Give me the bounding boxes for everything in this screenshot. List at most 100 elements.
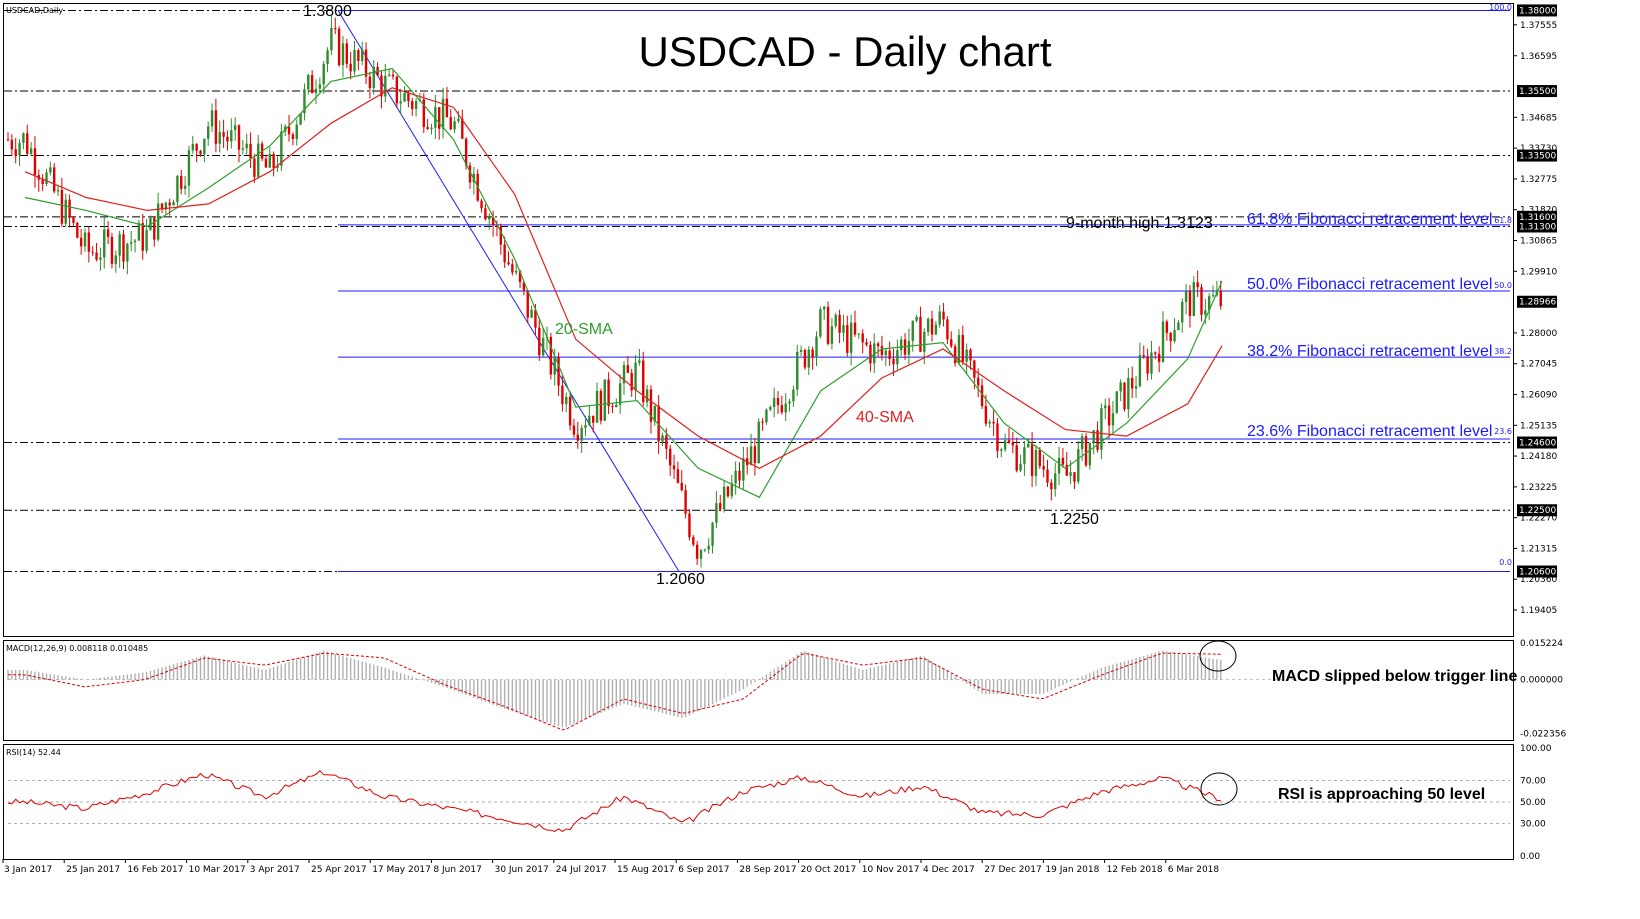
candle-down (264, 158, 268, 168)
candle-down (180, 176, 183, 189)
candle-up (276, 165, 279, 168)
candle-up (83, 232, 87, 247)
candle-down (942, 311, 945, 320)
candle-up (488, 217, 491, 220)
candle-up (1111, 413, 1115, 426)
candle-up (241, 148, 245, 150)
price-axis: 1.37555 1.36595 1.34685 1.33730 1.32775 1.318… (1513, 21, 1557, 616)
candle-up (934, 324, 938, 335)
candle-up (1054, 473, 1057, 490)
candle-up (711, 522, 714, 546)
candle-up (453, 121, 456, 130)
candle-up (341, 43, 345, 66)
sma-40-line (24, 87, 1223, 469)
candle-down (753, 446, 757, 464)
candle-down (726, 486, 730, 497)
candle-up (191, 144, 194, 151)
candle-down (511, 264, 514, 273)
candle-up (176, 176, 179, 203)
price-tag-box (1517, 295, 1557, 308)
price-tag-label: 1.28966 (1519, 298, 1556, 308)
candle-up (1092, 430, 1095, 443)
candle-down (110, 236, 114, 264)
date-tick-label: 10 Nov 2017 (862, 865, 920, 875)
candle-down (776, 397, 780, 406)
candle-down (141, 223, 144, 251)
candle-up (926, 318, 930, 332)
candle-up (1034, 449, 1038, 476)
candle-down (738, 470, 741, 481)
candle-up (99, 257, 102, 260)
candle-down (1154, 352, 1157, 354)
date-tick-label: 6 Mar 2018 (1168, 865, 1220, 875)
fib-label-23-6: 23.6% Fibonacci retracement level (1247, 423, 1492, 440)
candle-down (491, 217, 495, 226)
candle-up (1173, 330, 1176, 342)
price-tick-label: 1.30865 (1520, 237, 1557, 247)
candle-up (303, 89, 306, 114)
candle-down (876, 343, 880, 347)
candle-up (634, 362, 637, 391)
candle-down (461, 118, 464, 139)
chart-title: USDCAD - Daily chart (638, 28, 1051, 75)
candle-down (426, 127, 429, 129)
candle-down (1142, 355, 1145, 357)
rsi-tick-label: 100.00 (1520, 744, 1552, 754)
candle-up (884, 350, 887, 356)
candle-up (1177, 322, 1180, 331)
candle-up (1104, 405, 1107, 409)
candle-up (911, 320, 914, 341)
macd-highlight-circle (1199, 640, 1237, 672)
candle-up (834, 314, 837, 327)
candle-up (1181, 301, 1184, 323)
rsi-panel-frame (3, 744, 1514, 860)
candle-up (799, 350, 803, 352)
candle-down (684, 490, 687, 514)
candle-up (233, 125, 237, 131)
macd-tick-label: 0.015224 (1520, 639, 1563, 649)
candle-down (838, 314, 841, 333)
price-tag-label: 1.31600 (1519, 213, 1556, 223)
price-tick-label: 1.21315 (1520, 544, 1557, 554)
price-tick-label: 1.22270 (1520, 514, 1557, 524)
price-tick-label: 1.27045 (1520, 360, 1557, 370)
fib-ratio-50-0: 50.0 (1494, 281, 1512, 290)
price-tag-label: 1.31300 (1519, 222, 1556, 232)
candle-up (1115, 391, 1118, 414)
candle-up (1080, 436, 1084, 450)
candle-up (988, 421, 991, 424)
date-tick-label: 8 Jun 2017 (433, 865, 481, 875)
candle-down (803, 350, 807, 368)
price-tick-label: 1.26090 (1520, 390, 1557, 400)
candle-up (823, 306, 826, 310)
candle-up (29, 148, 33, 154)
candle-up (1100, 408, 1103, 450)
candle-up (772, 397, 776, 408)
price-tag-box (1517, 220, 1557, 233)
candle-down (1200, 287, 1203, 315)
candle-up (896, 350, 899, 365)
candle-down (522, 282, 526, 291)
candle-down (1157, 353, 1161, 362)
candle-down (72, 217, 75, 223)
candle-down (576, 434, 579, 441)
candle-down (1188, 291, 1192, 317)
price-tag-box (1517, 85, 1557, 98)
price-tag-box (1517, 210, 1557, 223)
price-tick-label: 1.24180 (1520, 452, 1557, 462)
candle-up (1211, 295, 1215, 297)
candle-down (1123, 382, 1126, 410)
candle-down (507, 262, 510, 265)
candle-up (796, 351, 799, 390)
fib-label-61-8: 61.8% Fibonacci retracement level (1247, 211, 1492, 228)
candle-down (345, 43, 348, 64)
candle-up (769, 407, 772, 410)
candle-up (1150, 352, 1153, 374)
candle-up (1184, 291, 1188, 302)
macd-note: MACD slipped below trigger line (1272, 668, 1517, 685)
candle-down (973, 360, 976, 378)
candle-up (1077, 449, 1080, 482)
candle-down (1038, 449, 1041, 467)
annotation-9-month-high: 9-month high 1.3123 (1066, 215, 1213, 232)
candle-down (946, 319, 949, 340)
